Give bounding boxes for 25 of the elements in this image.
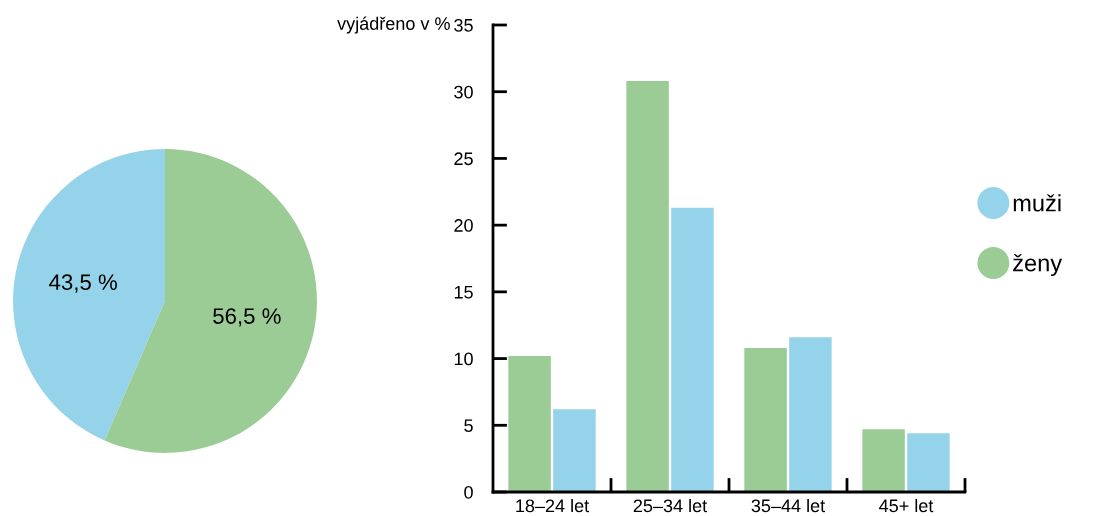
- x-tick-label: 35–44 let: [751, 498, 826, 513]
- y-tick-label: 30: [454, 85, 473, 99]
- legend-label: muži: [1013, 194, 1061, 212]
- y-axis-title: vyjádřeno v %: [337, 16, 450, 34]
- data-label: 43,5 %: [49, 274, 117, 293]
- x-tick-label: 18–24 let: [516, 498, 590, 513]
- y-tick-label: 0: [464, 485, 473, 499]
- y-tick-label: 15: [454, 285, 473, 299]
- x-tick-label: 25–34 let: [633, 498, 708, 513]
- legend-label: ženy: [1013, 254, 1063, 277]
- y-tick-label: 35: [454, 18, 473, 32]
- bar: [508, 355, 551, 492]
- y-tick-label: 5: [464, 419, 473, 433]
- data-label: 56,5 %: [213, 308, 281, 327]
- bar: [862, 429, 905, 492]
- bar: [789, 337, 832, 492]
- bar: [671, 207, 714, 492]
- bar: [626, 81, 669, 492]
- y-tick-label: 10: [454, 352, 473, 366]
- y-tick-label: 25: [454, 152, 473, 166]
- x-tick-label: 45+ let: [879, 498, 934, 513]
- bar: [553, 409, 596, 492]
- bar: [907, 433, 950, 492]
- y-tick-label: 20: [454, 219, 473, 232]
- bar: [744, 347, 787, 492]
